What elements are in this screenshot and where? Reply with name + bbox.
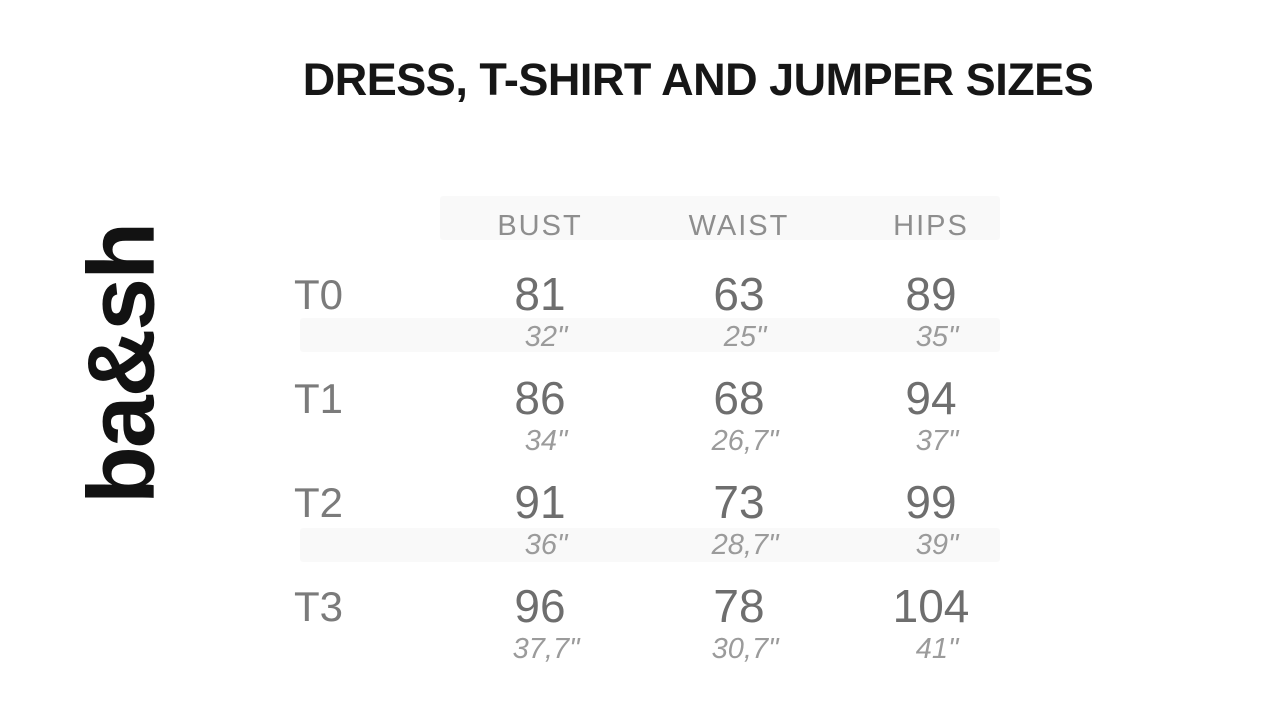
inch-value: 35" (915, 321, 959, 353)
cell-t0-bust: 81 32" (440, 266, 640, 370)
cm-value: 81 (514, 268, 566, 320)
cm-value: 68 (713, 372, 765, 424)
inch-value: 28,7" (711, 529, 779, 561)
inch-value: 25" (723, 321, 767, 353)
cm-value: 91 (514, 476, 566, 528)
cm-value: 78 (713, 580, 765, 632)
row-label-t2: T2 (294, 479, 344, 526)
cm-value: 63 (713, 268, 765, 320)
cm-value: 94 (905, 372, 957, 424)
column-header-bust: BUST (497, 209, 583, 242)
row-label-t1: T1 (294, 375, 344, 422)
row-label-t0: T0 (294, 271, 344, 318)
cell-t2-hips: 99 39" (838, 474, 1024, 578)
cm-value: 86 (514, 372, 566, 424)
cell-t1-hips: 94 37" (838, 370, 1024, 474)
corner-spacer (280, 186, 440, 266)
cell-t1-waist: 68 26,7" (640, 370, 838, 474)
size-table: BUST WAIST HIPS T0 81 32" 63 25" 89 35" … (280, 186, 1024, 682)
cell-t0-hips: 89 35" (838, 266, 1024, 370)
inch-value: 32" (524, 321, 568, 353)
cm-value: 89 (905, 268, 957, 320)
cm-value: 99 (905, 476, 957, 528)
inch-value: 39" (915, 529, 959, 561)
cell-t0-waist: 63 25" (640, 266, 838, 370)
cell-t3-waist: 78 30,7" (640, 578, 838, 682)
row-label-t3: T3 (294, 583, 344, 630)
cm-value: 73 (713, 476, 765, 528)
cell-t1-bust: 86 34" (440, 370, 640, 474)
cell-t3-bust: 96 37,7" (440, 578, 640, 682)
inch-value: 37" (915, 425, 959, 457)
column-header-hips: HIPS (893, 209, 969, 242)
cell-t2-bust: 91 36" (440, 474, 640, 578)
inch-value: 37,7" (512, 633, 580, 665)
cell-t3-hips: 104 41" (838, 578, 1024, 682)
cm-value: 104 (892, 580, 970, 632)
column-header-waist: WAIST (688, 209, 790, 242)
inch-value: 26,7" (711, 425, 779, 457)
cell-t2-waist: 73 28,7" (640, 474, 838, 578)
inch-value: 41" (915, 633, 959, 665)
cm-value: 96 (514, 580, 566, 632)
page-title: DRESS, T-SHIRT AND JUMPER SIZES (302, 54, 1094, 105)
brand-logo: ba&sh (68, 223, 175, 505)
inch-value: 30,7" (711, 633, 779, 665)
inch-value: 36" (524, 529, 568, 561)
inch-value: 34" (524, 425, 568, 457)
